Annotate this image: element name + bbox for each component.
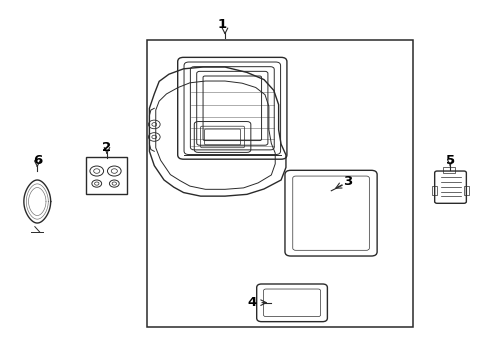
Bar bbox=[86, 157, 127, 194]
Text: 5: 5 bbox=[445, 154, 454, 167]
Text: 2: 2 bbox=[102, 140, 111, 153]
Text: 1: 1 bbox=[218, 18, 226, 31]
Bar bbox=[431, 186, 436, 195]
Text: 3: 3 bbox=[343, 175, 352, 188]
Bar bbox=[147, 40, 412, 327]
Bar bbox=[442, 167, 454, 173]
Bar bbox=[463, 186, 468, 195]
Text: 4: 4 bbox=[247, 296, 256, 309]
Text: 6: 6 bbox=[33, 154, 42, 167]
